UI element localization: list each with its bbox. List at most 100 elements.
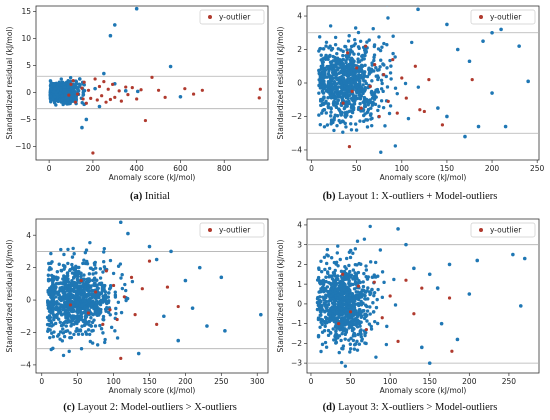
data-point — [54, 275, 58, 279]
data-point — [337, 325, 342, 329]
y-outlier-point — [450, 349, 454, 353]
data-point — [334, 332, 338, 337]
data-point — [62, 290, 67, 294]
data-point — [391, 51, 395, 56]
data-point — [345, 110, 350, 114]
data-point — [343, 105, 347, 110]
data-point — [370, 116, 374, 121]
data-point — [334, 340, 339, 345]
data-point — [76, 279, 81, 283]
data-point — [334, 260, 339, 264]
data-point — [77, 298, 82, 302]
y-outlier-point — [156, 88, 161, 92]
data-point — [345, 82, 349, 86]
y-outlier-point — [94, 290, 98, 294]
y-outlier-point — [388, 294, 392, 298]
data-point — [332, 319, 337, 324]
data-point — [89, 316, 93, 320]
y-outlier-point — [191, 92, 196, 96]
data-point — [102, 265, 107, 269]
data-point — [349, 336, 353, 340]
legend-box — [470, 9, 536, 25]
data-point — [363, 87, 367, 92]
data-point — [355, 348, 360, 352]
data-point — [329, 48, 334, 52]
data-point — [347, 263, 351, 268]
data-point — [338, 75, 342, 80]
legend: y-outlier — [199, 222, 265, 238]
data-point — [336, 66, 341, 70]
data-point — [370, 79, 374, 83]
x-tick-label: 200 — [485, 164, 500, 173]
y-outlier-point — [377, 114, 381, 119]
data-point — [335, 251, 340, 255]
data-point — [358, 79, 362, 83]
data-point — [332, 99, 336, 104]
data-point — [345, 291, 349, 296]
data-point — [66, 261, 70, 266]
data-point — [101, 270, 105, 274]
data-point — [329, 120, 334, 124]
data-point — [365, 309, 370, 313]
data-point — [126, 231, 130, 236]
y-outlier-point — [258, 87, 262, 91]
data-point — [340, 346, 344, 351]
data-point — [135, 89, 140, 94]
data-point — [80, 125, 84, 130]
data-point — [357, 342, 362, 346]
data-point — [359, 320, 363, 324]
y-tick-label: −4 — [20, 360, 31, 369]
x-tick-label: 250 — [530, 164, 545, 173]
panel-initial: 0 200 400 600 800 −10 −5 0 5 10 15 Anomaly score (k… — [5, 5, 269, 202]
data-point — [339, 284, 343, 289]
data-point — [77, 317, 82, 322]
data-point — [324, 305, 328, 310]
data-point — [59, 77, 63, 81]
data-point — [352, 347, 357, 351]
data-point — [324, 288, 328, 293]
y-axis-label: Standardized residual (kJ/mol) — [276, 26, 285, 139]
data-point — [101, 331, 105, 335]
y-outlier-point — [183, 87, 187, 91]
data-point — [341, 344, 346, 348]
data-point — [107, 287, 112, 291]
data-point — [381, 89, 385, 94]
data-point — [318, 325, 322, 329]
data-point — [393, 55, 397, 59]
data-point — [335, 114, 340, 118]
data-point — [52, 315, 56, 319]
data-point — [319, 310, 323, 314]
data-point — [377, 35, 381, 39]
data-point — [86, 328, 91, 332]
data-point — [80, 317, 84, 322]
data-point — [81, 283, 85, 287]
x-tick-label: 250 — [214, 377, 229, 386]
y-outlier-point — [447, 296, 452, 300]
data-point — [332, 103, 336, 107]
data-point — [321, 279, 325, 284]
data-point — [124, 288, 128, 293]
data-point — [420, 345, 424, 350]
data-point — [416, 85, 421, 89]
data-point — [322, 68, 326, 72]
y-tick-label: 4 — [297, 12, 302, 21]
data-point — [518, 304, 523, 308]
data-point — [120, 273, 124, 277]
data-point — [336, 60, 340, 64]
data-point — [334, 95, 338, 100]
data-point — [323, 340, 328, 345]
y-outlier-point — [104, 100, 108, 104]
data-point — [348, 255, 353, 260]
y-outlier-point — [119, 99, 123, 103]
data-point — [59, 303, 63, 307]
data-point — [346, 74, 351, 78]
data-point — [352, 332, 357, 336]
data-point — [329, 331, 333, 335]
data-point — [321, 90, 325, 95]
data-point — [359, 332, 363, 336]
data-point — [66, 78, 70, 83]
data-point — [101, 314, 106, 319]
data-point — [356, 107, 361, 112]
data-point — [344, 125, 348, 129]
data-point — [349, 248, 353, 253]
